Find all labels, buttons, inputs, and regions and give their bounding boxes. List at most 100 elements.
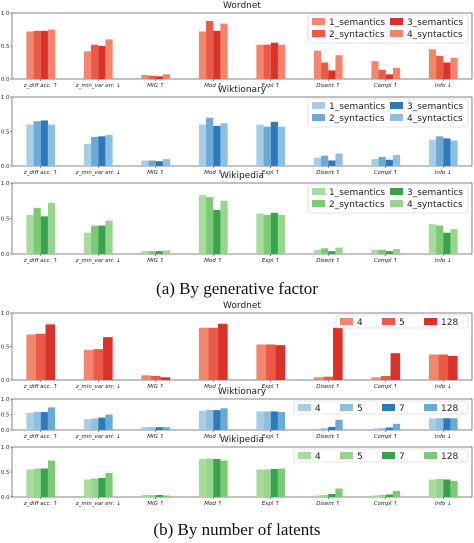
bar: [385, 251, 393, 254]
bar: [98, 478, 106, 497]
bar: [277, 44, 286, 79]
y-tick-label: 0.0: [1, 77, 10, 83]
bar: [206, 458, 214, 497]
bar: [392, 249, 401, 254]
legend-label: 7: [399, 452, 405, 462]
legend-label: 1_semantics: [329, 102, 385, 112]
bar: [33, 121, 41, 166]
bar: [321, 62, 329, 79]
bar: [450, 418, 458, 430]
bar: [47, 29, 56, 79]
bar: [40, 412, 48, 430]
legend-label: 4: [315, 452, 321, 462]
bar: [313, 428, 322, 430]
bar: [206, 197, 214, 254]
bar: [328, 251, 336, 254]
y-tick-label: 1.0: [1, 11, 10, 17]
y-tick-label: 0.5: [1, 413, 10, 419]
legend-swatch: [340, 452, 353, 459]
bar: [321, 155, 329, 166]
bar: [220, 200, 228, 254]
x-tick-label: z_diff acc. ↑: [23, 169, 58, 176]
legend-box: [307, 98, 469, 128]
bar: [33, 412, 41, 430]
bar: [141, 75, 149, 79]
bar: [450, 140, 458, 166]
bar: [162, 159, 171, 166]
bar: [443, 138, 451, 166]
bar: [26, 334, 36, 380]
legend: 4 5 7 128: [293, 448, 469, 463]
bar: [155, 251, 163, 254]
bar: [277, 412, 286, 430]
bar: [277, 214, 286, 254]
y-tick-label: 0.5: [1, 217, 10, 223]
legend-label: 1_semantics: [329, 18, 385, 28]
bar: [392, 154, 401, 166]
bar: [33, 30, 41, 79]
bar: [448, 355, 458, 380]
legend-swatch: [298, 404, 311, 411]
x-tick-label: Info ↓: [435, 433, 452, 440]
bar: [91, 225, 99, 254]
bar: [162, 250, 171, 254]
x-tick-label: Compl ↑: [374, 169, 398, 176]
x-tick-label: z_diff acc. ↑: [23, 500, 58, 507]
bar: [198, 31, 207, 79]
bar: [198, 327, 209, 380]
legend-swatch: [390, 188, 403, 195]
legend-swatch: [390, 102, 403, 109]
legend-swatch: [312, 30, 325, 37]
legend-label: 3_semantics: [407, 188, 463, 198]
bar: [321, 495, 329, 497]
bar: [148, 160, 156, 166]
bar: [98, 417, 106, 430]
bar: [328, 426, 336, 430]
bar: [213, 209, 221, 254]
bar: [275, 345, 286, 380]
caption-a: (a) By generative factor: [156, 279, 318, 298]
x-tick-label: Expl ↑: [262, 169, 280, 176]
bar: [45, 324, 56, 380]
x-tick-label: Expl ↑: [262, 82, 280, 89]
bar: [371, 377, 381, 380]
bar: [26, 412, 34, 430]
x-tick-label: MIG ↑: [147, 383, 164, 390]
bar: [105, 414, 113, 430]
bar: [218, 323, 228, 380]
x-tick-label: Mod ↑: [204, 433, 222, 440]
bar: [141, 251, 149, 254]
bar: [98, 225, 106, 254]
bar: [385, 74, 393, 79]
legend-label: 3_semantics: [407, 18, 463, 28]
bar: [270, 42, 278, 79]
bar: [436, 418, 444, 430]
bar: [256, 469, 264, 497]
bar: [206, 409, 214, 430]
x-tick-label: Info ↓: [435, 383, 452, 390]
legend: 1_semantics 2_syntactics 3_semantics 4_synt…: [307, 14, 469, 44]
x-tick-label: Disent ↑: [316, 169, 340, 176]
bar: [220, 460, 228, 497]
legend-label: 2_syntactics: [329, 200, 385, 210]
x-tick-label: MIG ↑: [147, 433, 164, 440]
x-tick-label: Compl ↑: [374, 500, 398, 507]
bar: [428, 479, 437, 497]
chart-panel-2: Wiktionary 0.0 0.5 1.0 z_diff acc. ↑ z_min_va…: [1, 85, 473, 176]
bar: [385, 494, 393, 497]
y-tick-label: 0.0: [1, 164, 10, 170]
x-tick-label: Expl ↑: [262, 257, 280, 264]
bar: [148, 495, 156, 497]
bar: [328, 70, 336, 79]
bar: [40, 30, 48, 79]
y-tick-label: 0.0: [1, 495, 10, 501]
x-tick-label: z_diff acc. ↑: [23, 82, 58, 89]
bar: [443, 232, 451, 254]
legend-swatch: [424, 452, 437, 459]
bar: [270, 411, 278, 430]
legend: 4 5 7 128: [293, 400, 469, 415]
bar: [155, 495, 163, 497]
bar: [270, 121, 278, 166]
